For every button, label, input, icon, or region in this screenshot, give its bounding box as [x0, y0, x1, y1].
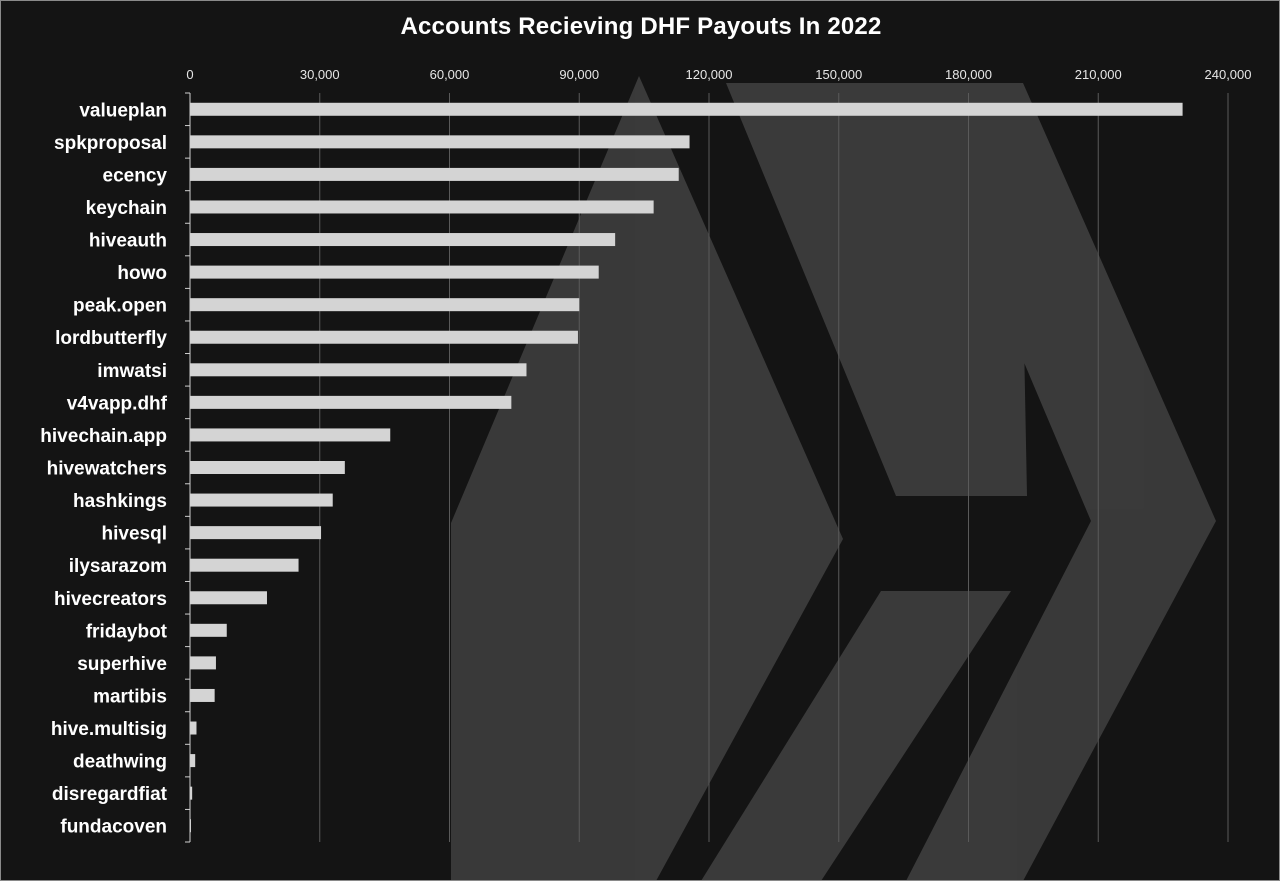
category-label: disregardfiat — [52, 784, 168, 805]
bar-hivesql — [190, 526, 322, 540]
category-label: hashkings — [73, 491, 167, 512]
x-tick-label: 240,000 — [1205, 67, 1252, 82]
bar-keychain — [190, 200, 654, 214]
bar-deathwing — [190, 754, 196, 768]
x-tick-label: 210,000 — [1075, 67, 1122, 82]
x-tick-label: 120,000 — [686, 67, 733, 82]
x-tick-label: 150,000 — [815, 67, 862, 82]
bar-peak-open — [190, 298, 580, 312]
x-tick-label: 90,000 — [559, 67, 599, 82]
category-label: hivesql — [102, 524, 167, 545]
bar-ilysarazom — [190, 558, 299, 572]
axes: 0 30,000 60,000 90,000 120,000 150,000 180,000… — [40, 67, 1252, 843]
category-label: fundacoven — [60, 817, 167, 838]
x-tick-label: 0 — [186, 67, 193, 82]
category-label: keychain — [86, 198, 167, 219]
category-label: valueplan — [79, 100, 167, 121]
category-label: deathwing — [73, 752, 167, 773]
bar-martibis — [190, 688, 215, 702]
bar-hiveauth — [190, 233, 616, 247]
category-label: v4vapp.dhf — [67, 393, 168, 414]
bar-hivecreators — [190, 591, 267, 605]
bar-hivechain-app — [190, 428, 391, 442]
category-label: imwatsi — [97, 361, 167, 382]
category-label: lordbutterfly — [55, 328, 167, 349]
category-label: superhive — [77, 654, 167, 675]
category-label: fridaybot — [86, 621, 168, 642]
x-tick-label: 30,000 — [300, 67, 340, 82]
bar-fridaybot — [190, 623, 227, 637]
bar-v4vapp-dhf — [190, 395, 512, 409]
gridlines — [319, 93, 1229, 842]
x-tick-label: 60,000 — [430, 67, 470, 82]
bar-hive-multisig — [190, 721, 197, 735]
category-label: ilysarazom — [69, 556, 167, 577]
category-label: hive.multisig — [51, 719, 167, 740]
bar-hashkings — [190, 493, 333, 507]
x-tick-label: 180,000 — [945, 67, 992, 82]
category-label: hivecreators — [54, 589, 167, 610]
category-label: ecency — [103, 165, 168, 186]
category-label: howo — [117, 263, 167, 284]
category-label: spkproposal — [54, 133, 167, 154]
category-label: peak.open — [73, 296, 167, 317]
category-label: martibis — [93, 686, 167, 707]
bar-spkproposal — [190, 135, 690, 149]
bars — [190, 102, 1183, 833]
bar-hivewatchers — [190, 461, 345, 474]
bar-imwatsi — [190, 363, 527, 377]
bar-lordbutterfly — [190, 330, 578, 344]
chart-title: Accounts Recieving DHF Payouts In 2022 — [400, 13, 882, 40]
bar-valueplan — [190, 102, 1183, 116]
bar-disregardfiat — [190, 786, 193, 800]
category-label: hivechain.app — [40, 426, 167, 447]
bar-superhive — [190, 656, 216, 670]
category-label: hiveauth — [89, 231, 167, 252]
bar-howo — [190, 265, 599, 279]
category-label: hivewatchers — [47, 459, 167, 480]
hive-logo-icon — [451, 76, 1216, 880]
bar-ecency — [190, 167, 679, 181]
